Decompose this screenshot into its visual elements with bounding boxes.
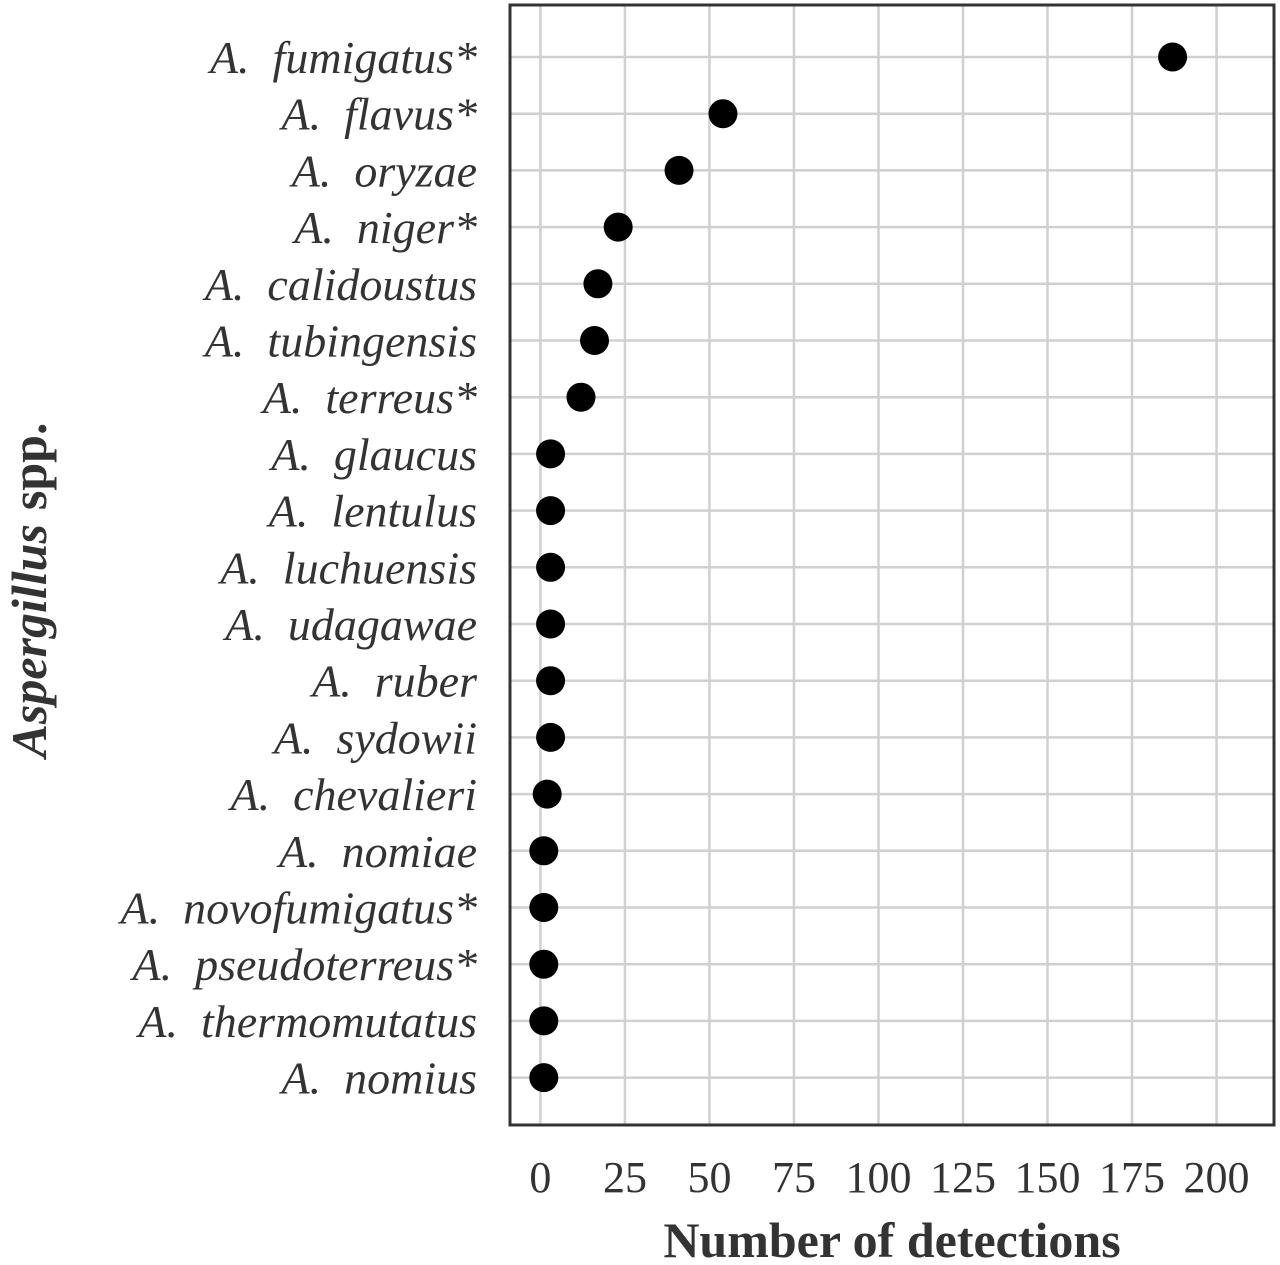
y-category-label: A. lentulus [266, 486, 477, 537]
data-point [536, 722, 566, 752]
x-tick-label: 150 [1015, 1153, 1081, 1202]
y-category-label: A. niger* [291, 202, 477, 253]
x-tick-label: 50 [687, 1153, 731, 1202]
y-category-label: A. glaucus [268, 429, 477, 480]
y-category-label: A. flavus* [279, 89, 477, 140]
data-point [529, 1063, 559, 1093]
y-category-label: A. terreus* [260, 372, 477, 423]
y-category-label: A. oryzae [289, 145, 477, 196]
y-axis-title: Aspergillus spp. [1, 423, 57, 761]
data-point [603, 212, 633, 242]
x-axis-title: Number of detections [663, 1212, 1120, 1265]
y-category-label: A. sydowii [271, 712, 477, 763]
y-category-label: A. tubingensis [202, 316, 477, 367]
data-point [529, 949, 559, 979]
y-category-label: A. nomius [279, 1053, 478, 1104]
y-category-label: A. thermomutatus [135, 996, 477, 1047]
y-category-label: A. udagawae [222, 599, 477, 650]
y-category-label: A. chevalieri [227, 769, 477, 820]
grid-layer [510, 5, 1274, 1125]
data-point [708, 99, 738, 129]
data-point [529, 1006, 559, 1036]
data-point [529, 836, 559, 866]
x-tick-label: 0 [529, 1153, 551, 1202]
y-axis-title-suffix: spp. [1, 423, 57, 511]
x-tick-label: 100 [845, 1153, 911, 1202]
y-category-label: A. calidoustus [202, 259, 477, 310]
plot-panel-border [508, 3, 1276, 1127]
data-point [664, 155, 694, 185]
y-category-label: A. nomiae [276, 826, 477, 877]
data-point [529, 893, 559, 922]
data-point [536, 496, 566, 526]
data-point [536, 666, 566, 696]
data-points [529, 42, 1188, 1093]
y-category-labels: A. fumigatus* A. flavus*A. oryzae A. niger… [118, 32, 479, 1104]
y-axis-title-genus: Aspergillus [1, 524, 57, 760]
data-point [536, 439, 566, 469]
data-point [580, 326, 610, 355]
data-point [583, 269, 613, 299]
data-point [532, 779, 562, 809]
y-category-label: A. novofumigatus* [118, 883, 477, 934]
y-category-label: A. fumigatus* [207, 32, 477, 83]
x-tick-label: 200 [1184, 1153, 1250, 1202]
y-category-label: A. ruber [309, 656, 478, 707]
x-tick-label: 175 [1099, 1153, 1165, 1202]
x-tick-label: 75 [772, 1153, 816, 1202]
y-category-label: A. luchuensis [217, 542, 477, 593]
data-point [536, 552, 566, 582]
x-tick-labels: 0 25 50 75 100 125 150 175 200 [529, 1153, 1249, 1202]
x-tick-label: 125 [930, 1153, 996, 1202]
x-tick-label: 25 [603, 1153, 647, 1202]
data-point [536, 609, 566, 639]
y-category-label: A. pseudoterreus* [129, 939, 477, 990]
data-point [1158, 42, 1188, 72]
data-point [566, 382, 596, 412]
